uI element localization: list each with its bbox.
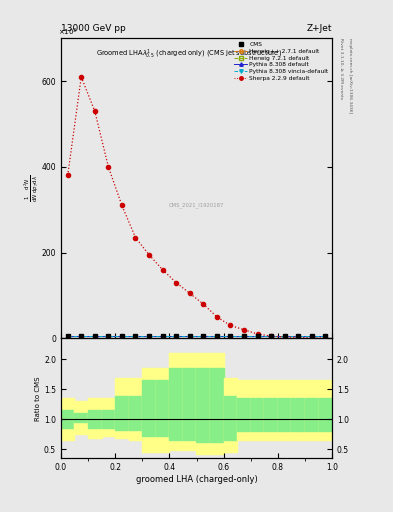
Y-axis label: $\frac{1}{\mathrm{d}N}\,\frac{\mathrm{d}^2N}{\mathrm{d}p_T\mathrm{d}\lambda}$: $\frac{1}{\mathrm{d}N}\,\frac{\mathrm{d}…	[22, 175, 40, 202]
Text: mcplots.cern.ch [arXiv:1306.3436]: mcplots.cern.ch [arXiv:1306.3436]	[348, 38, 352, 114]
Text: CMS_2021_I1920187: CMS_2021_I1920187	[169, 202, 224, 208]
Text: Rivet 3.1.10, ≥ 3.2M events: Rivet 3.1.10, ≥ 3.2M events	[339, 38, 343, 99]
Legend: CMS, Herwig++ 2.7.1 default, Herwig 7.2.1 default, Pythia 8.308 default, Pythia : CMS, Herwig++ 2.7.1 default, Herwig 7.2.…	[232, 39, 331, 83]
Text: $\times10^3$: $\times10^3$	[58, 27, 78, 38]
X-axis label: groomed LHA (charged-only): groomed LHA (charged-only)	[136, 475, 257, 484]
Text: Z+Jet: Z+Jet	[307, 24, 332, 33]
Text: 13000 GeV pp: 13000 GeV pp	[61, 24, 126, 33]
Y-axis label: Ratio to CMS: Ratio to CMS	[35, 376, 41, 420]
Text: Groomed LHA$\lambda^1_{0.5}$ (charged only) (CMS jet substructure): Groomed LHA$\lambda^1_{0.5}$ (charged on…	[96, 48, 282, 61]
